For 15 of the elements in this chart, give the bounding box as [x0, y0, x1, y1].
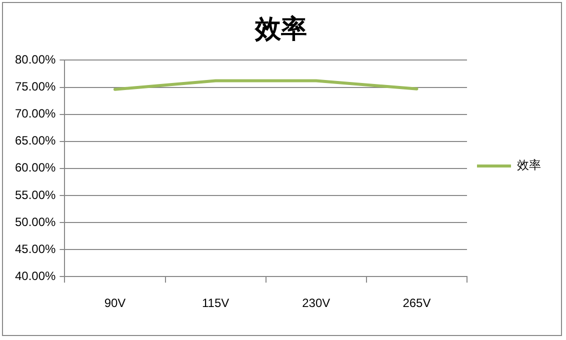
legend-label: 效率 — [517, 158, 541, 172]
x-tick-label: 115V — [202, 296, 230, 310]
y-tick-label: 60.00% — [14, 160, 56, 175]
y-tick-label: 40.00% — [14, 268, 56, 283]
chart-title: 效率 — [254, 14, 307, 44]
y-tick-label: 70.00% — [14, 106, 56, 121]
x-tick-label: 230V — [302, 296, 330, 310]
y-tick-label: 50.00% — [14, 214, 56, 229]
x-tick-label: 90V — [104, 296, 126, 310]
y-tick-label: 75.00% — [14, 80, 56, 94]
y-tick-label: 55.00% — [14, 188, 56, 202]
y-tick-label: 45.00% — [14, 242, 56, 256]
y-tick-label: 80.00% — [14, 52, 56, 67]
x-tick-label: 265V — [402, 296, 431, 310]
y-tick-label: 65.00% — [14, 134, 56, 148]
